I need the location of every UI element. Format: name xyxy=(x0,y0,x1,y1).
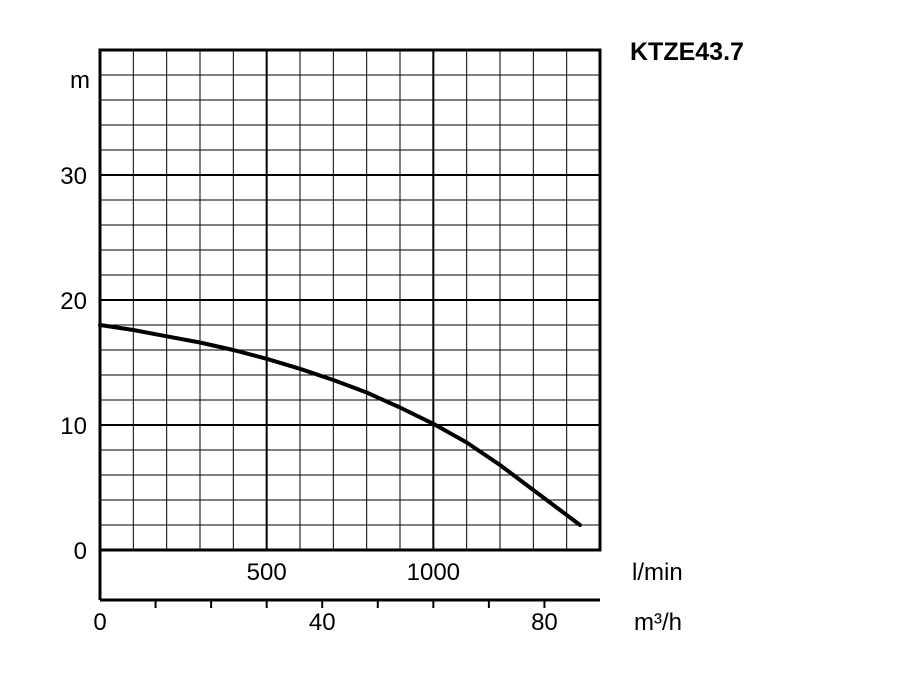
x-tick-label-m3h: 80 xyxy=(531,609,558,636)
plot-frame xyxy=(98,48,602,552)
chart-title: KTZE43.7 xyxy=(630,38,744,66)
x-tick-label-m3h: 0 xyxy=(93,609,106,636)
y-axis-unit-label: m xyxy=(70,67,90,94)
head-curve xyxy=(98,323,582,527)
m3h-tick-marks xyxy=(154,600,546,608)
y-tick-label: 10 xyxy=(60,413,87,440)
y-tick-label: 30 xyxy=(60,163,87,190)
y-tick-label: 0 xyxy=(74,538,87,565)
x-tick-label-m3h: 40 xyxy=(309,609,336,636)
x-axis-unit-m3h: m³/h xyxy=(634,609,682,636)
x-tick-label-lmin: 1000 xyxy=(407,559,460,586)
x-tick-label-lmin: 500 xyxy=(247,559,287,586)
y-tick-label: 20 xyxy=(60,288,87,315)
tick-labels: 0 10 20 30 500 1000 0 40 80 xyxy=(60,163,557,636)
x-axis-unit-lmin: l/min xyxy=(632,559,683,586)
grid xyxy=(100,50,600,550)
